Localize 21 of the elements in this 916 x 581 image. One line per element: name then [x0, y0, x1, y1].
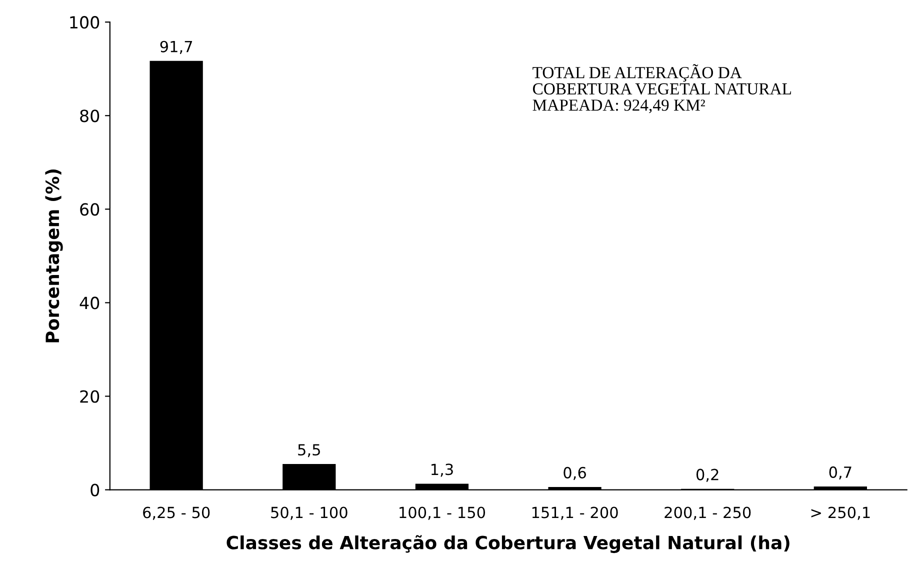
- data-label: 1,3: [432, 464, 453, 477]
- y-axis-title: Porcentagem (%): [45, 169, 63, 342]
- data-label: 91,7: [160, 40, 192, 54]
- data-label: 0,7: [829, 466, 852, 480]
- x-tick-label: > 250,1: [811, 506, 870, 520]
- y-tick-label: 40: [80, 296, 100, 310]
- y-tick-label: 60: [80, 203, 100, 216]
- x-tick-label: 151,1 - 200: [532, 506, 618, 520]
- y-tick-label: 20: [80, 390, 100, 403]
- x-tick-label: 6,25 - 50: [143, 506, 210, 520]
- data-label: 5,5: [298, 444, 320, 458]
- data-label: 0,6: [564, 466, 586, 480]
- y-tick-label: 100: [70, 16, 100, 29]
- y-tick-label: 80: [80, 110, 100, 122]
- x-tick-label: 200,1 - 250: [664, 506, 751, 520]
- x-tick-label: 100,1 - 150: [400, 506, 486, 520]
- x-axis-title: Classes de Alteração da Cobertura Vegetal Natural (ha): [226, 535, 790, 554]
- x-tick-label: 50,1 - 100: [271, 506, 348, 520]
- y-tick-label: 0: [90, 484, 100, 496]
- annotation: TOTAL DE ALTERAÇÃO DA COBERTURA VEGETAL NATURAL MAPEADA: 924,49 KM²: [532, 64, 791, 114]
- data-label: 0,2: [696, 468, 718, 482]
